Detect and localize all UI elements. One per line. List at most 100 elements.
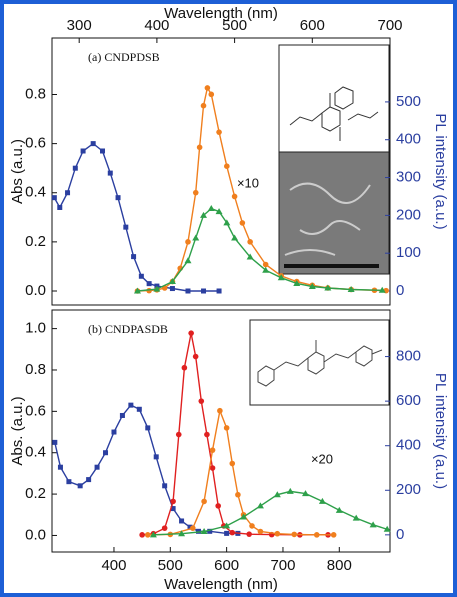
marker <box>190 525 196 531</box>
marker <box>115 195 121 201</box>
y2-tick-label: 100 <box>396 244 421 261</box>
marker <box>86 477 92 483</box>
marker <box>256 502 264 509</box>
marker <box>65 190 71 196</box>
y-tick-label: 0.4 <box>25 444 46 461</box>
panel-title: (a) CNDPDSB <box>88 50 160 64</box>
marker <box>192 189 199 196</box>
y2-tick-label: 800 <box>396 348 421 365</box>
marker <box>80 148 86 154</box>
marker <box>111 429 117 435</box>
y2-tick-label: 400 <box>396 131 421 148</box>
marker <box>103 450 109 456</box>
marker <box>293 279 301 286</box>
y-tick-label: 0.6 <box>25 402 46 419</box>
marker <box>247 239 253 245</box>
y-tick-label: 1.0 <box>25 320 46 337</box>
marker <box>72 165 78 171</box>
y2-axis-label: PL intensity (a.u.) <box>432 113 449 229</box>
marker <box>302 490 309 497</box>
marker <box>223 425 230 431</box>
marker <box>136 406 142 412</box>
marker <box>123 224 129 230</box>
marker <box>223 219 231 226</box>
marker <box>231 193 238 200</box>
marker <box>139 532 145 538</box>
marker <box>170 506 176 512</box>
marker <box>179 518 185 524</box>
x-tick-label: 400 <box>144 17 169 34</box>
marker <box>185 239 191 245</box>
x-tick-label: 800 <box>327 557 352 574</box>
marker <box>201 288 207 294</box>
marker <box>119 412 125 418</box>
y2-tick-label: 200 <box>396 481 421 498</box>
marker <box>187 524 193 530</box>
marker <box>144 532 151 538</box>
marker <box>209 447 216 453</box>
marker <box>133 287 141 294</box>
y2-tick-label: 500 <box>396 93 421 110</box>
marker <box>378 286 386 293</box>
marker <box>77 483 83 489</box>
marker <box>170 498 176 505</box>
marker <box>291 531 298 538</box>
marker <box>235 491 241 498</box>
marker <box>246 531 252 537</box>
marker <box>330 532 337 538</box>
y-tick-label: 0.4 <box>25 184 46 201</box>
x-tick-label: 500 <box>222 17 247 34</box>
marker <box>231 234 239 241</box>
marker <box>200 211 208 218</box>
series-line <box>137 207 383 292</box>
y-tick-label: 0.8 <box>25 85 46 102</box>
marker <box>107 170 113 176</box>
marker <box>262 266 270 273</box>
y2-axis-label: PL intensity (a.u.) <box>432 373 449 489</box>
marker <box>52 439 58 445</box>
marker <box>313 532 320 538</box>
y-tick-label: 0.2 <box>25 233 46 250</box>
y2-tick-label: 300 <box>396 169 421 186</box>
plot-frame <box>51 309 391 553</box>
marker <box>196 144 203 151</box>
marker <box>229 529 236 536</box>
marker <box>153 454 159 460</box>
x-tick-label: 600 <box>300 17 325 34</box>
marker <box>200 102 207 109</box>
marker <box>204 85 211 91</box>
y-tick-label: 0.0 <box>25 526 46 543</box>
y2-tick-label: 0 <box>396 282 404 299</box>
y-tick-label: 0.6 <box>25 135 46 152</box>
marker <box>369 521 377 528</box>
marker <box>181 364 188 371</box>
marker <box>90 141 96 147</box>
marker <box>246 253 254 260</box>
marker <box>229 460 236 467</box>
marker <box>200 527 208 534</box>
marker <box>178 530 186 537</box>
marker <box>209 465 216 471</box>
marker <box>277 274 285 281</box>
marker <box>224 163 230 170</box>
marker <box>66 479 72 485</box>
marker <box>352 514 360 521</box>
marker <box>257 528 264 535</box>
marker <box>128 402 134 408</box>
marker <box>224 530 230 536</box>
marker <box>215 503 221 509</box>
marker <box>169 286 175 292</box>
marker <box>192 353 199 360</box>
marker <box>195 528 201 534</box>
marker <box>273 491 281 498</box>
y-tick-label: 0.2 <box>25 485 46 502</box>
marker <box>216 288 222 294</box>
y-axis-label: Abs. (a.u.) <box>9 396 26 465</box>
marker <box>94 464 100 470</box>
marker <box>131 254 137 260</box>
marker <box>57 204 63 210</box>
x-axis-label: Wavelength (nm) <box>164 5 278 22</box>
series-line <box>53 142 220 292</box>
marker <box>318 497 326 504</box>
